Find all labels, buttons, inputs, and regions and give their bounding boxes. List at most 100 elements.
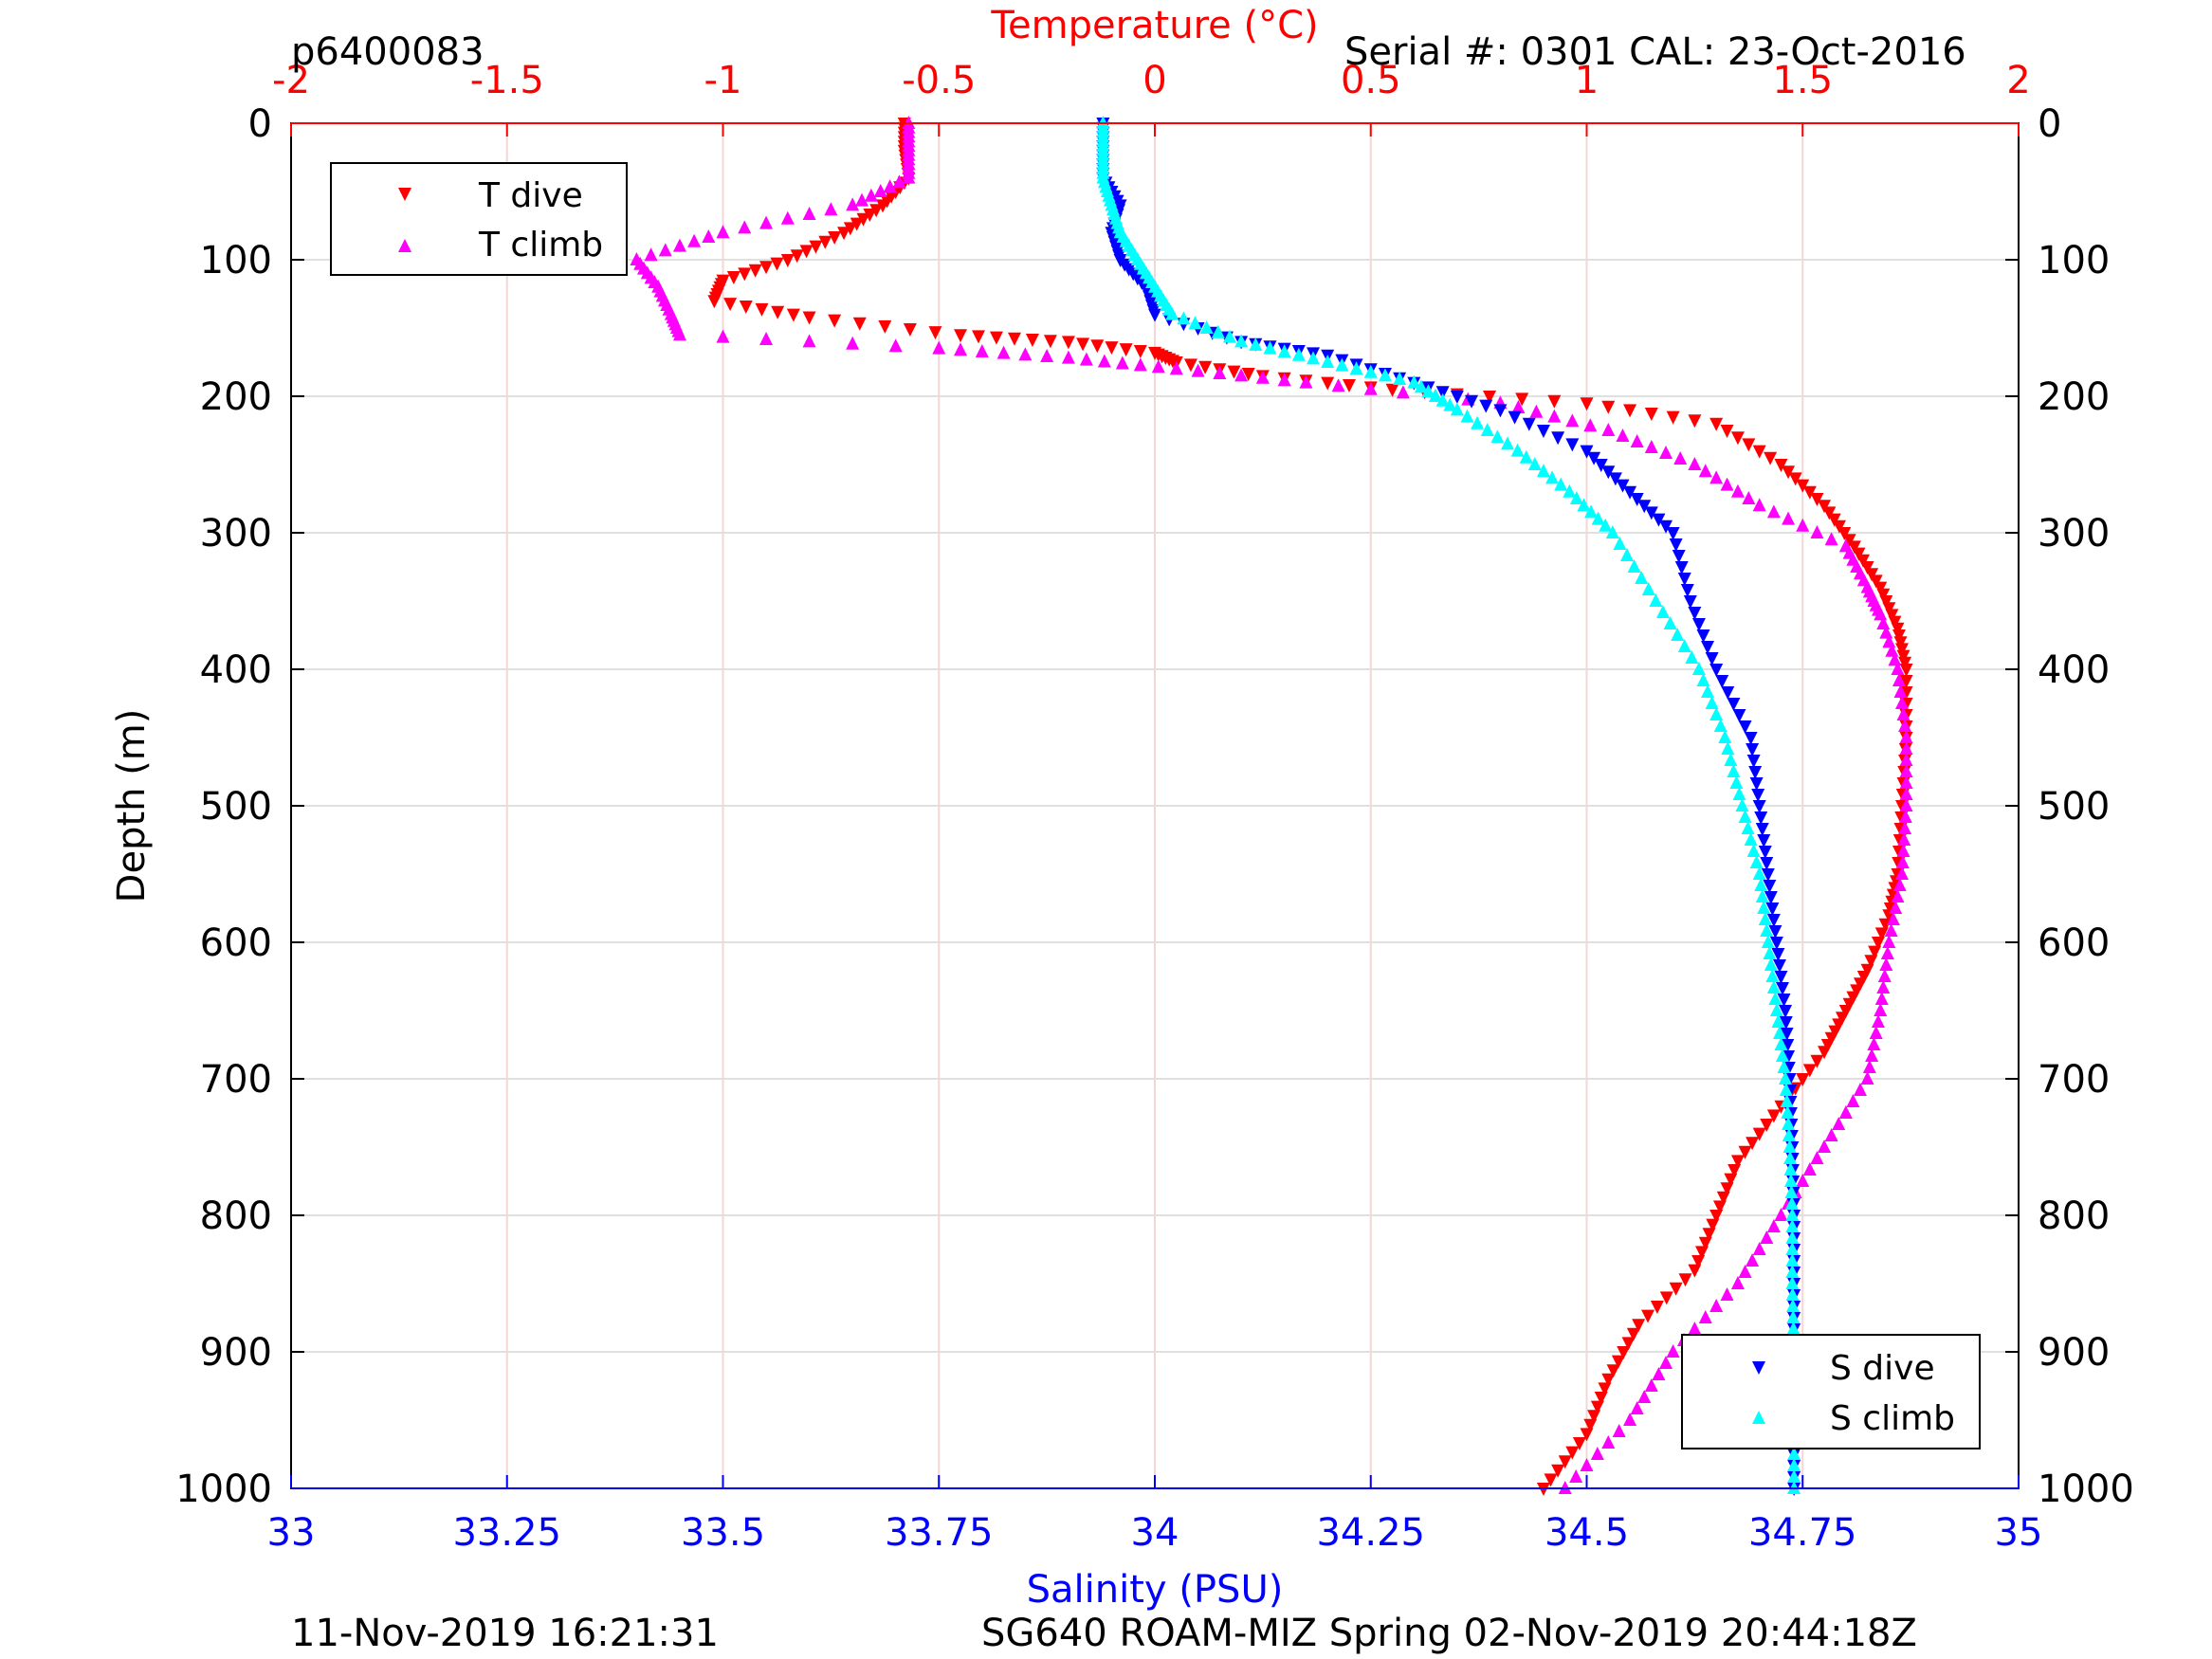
- data-point: [1227, 365, 1241, 379]
- data-point: [1896, 844, 1910, 857]
- data-point: [1742, 491, 1756, 504]
- data-point: [1709, 417, 1724, 431]
- data-point: [799, 245, 814, 259]
- salinity-tick-label: 34: [1131, 1511, 1179, 1555]
- data-point: [1846, 1094, 1860, 1107]
- data-point: [1594, 1392, 1608, 1405]
- data-point: [856, 212, 870, 227]
- data-point: [1886, 912, 1900, 925]
- data-point: [1838, 1005, 1853, 1018]
- data-point: [1889, 901, 1903, 914]
- data-point: [1584, 504, 1599, 519]
- data-point: [1307, 351, 1321, 365]
- data-point: [1899, 753, 1913, 766]
- data-point: [1874, 581, 1888, 595]
- data-point: [1775, 982, 1789, 995]
- data-point: [855, 192, 869, 207]
- data-point: [1860, 1071, 1874, 1085]
- data-point: [1749, 777, 1764, 791]
- data-point: [1755, 889, 1769, 902]
- data-point: [1435, 386, 1450, 400]
- data-point: [972, 330, 986, 344]
- data-point: [1879, 595, 1893, 609]
- data-point: [1569, 491, 1583, 504]
- depth-tick-label-left: 600: [200, 921, 272, 965]
- data-point: [1785, 1276, 1800, 1289]
- data-point: [1880, 946, 1894, 959]
- data-point: [1752, 498, 1766, 512]
- data-point: [1899, 675, 1913, 688]
- data-point: [1891, 622, 1905, 636]
- data-point: [770, 257, 784, 271]
- data-point: [1818, 500, 1832, 514]
- data-point: [1450, 391, 1464, 404]
- data-point: [1832, 520, 1846, 534]
- data-point: [1617, 1346, 1631, 1359]
- data-point: [1637, 1390, 1652, 1403]
- data-point: [1752, 1127, 1766, 1141]
- data-point: [1698, 464, 1712, 478]
- data-point: [1632, 1319, 1646, 1333]
- data-point: [1659, 520, 1673, 534]
- data-point: [869, 204, 884, 218]
- data-point: [1788, 472, 1802, 486]
- data-point: [1895, 855, 1910, 868]
- data-point: [1824, 532, 1838, 546]
- data-point: [1758, 912, 1772, 925]
- temperature-tick-label: 0.5: [1341, 59, 1401, 102]
- data-point: [780, 210, 795, 225]
- data-point: [1627, 559, 1641, 573]
- data-point: [1895, 696, 1910, 709]
- data-point: [759, 215, 774, 229]
- data-point: [1335, 357, 1349, 372]
- depth-tick-label-left: 0: [248, 102, 272, 146]
- data-point: [1781, 1039, 1795, 1052]
- data-point: [1709, 707, 1724, 720]
- data-point: [1701, 684, 1715, 698]
- data-point: [1688, 1322, 1702, 1335]
- data-point: [1188, 316, 1202, 330]
- data-point: [1277, 344, 1291, 358]
- data-point: [1893, 636, 1908, 650]
- data-point: [1766, 1219, 1781, 1232]
- data-point: [1869, 574, 1883, 589]
- data-point: [1782, 1128, 1796, 1141]
- data-point: [1837, 527, 1852, 540]
- data-point: [1421, 384, 1435, 398]
- data-point: [1590, 1400, 1604, 1414]
- data-point: [1874, 992, 1889, 1005]
- data-point: [1519, 449, 1533, 464]
- data-point: [1683, 595, 1697, 609]
- data-point: [1222, 329, 1236, 343]
- data-point: [1774, 459, 1788, 472]
- data-point: [1663, 616, 1677, 629]
- data-point: [1709, 470, 1724, 484]
- data-point: [883, 179, 897, 193]
- depth-tick-label-left: 500: [200, 785, 272, 829]
- legend-t-dive-label: T dive: [478, 176, 583, 215]
- data-point: [780, 254, 795, 267]
- data-point: [1591, 511, 1605, 525]
- data-point: [818, 235, 832, 249]
- data-point: [1688, 414, 1702, 428]
- data-point: [843, 222, 857, 236]
- data-point: [1784, 1185, 1799, 1198]
- data-point: [1796, 479, 1810, 493]
- data-point: [1867, 1037, 1881, 1050]
- data-point: [1746, 844, 1761, 857]
- data-point: [1079, 352, 1093, 366]
- data-point: [1500, 436, 1514, 450]
- data-point: [1746, 1253, 1760, 1267]
- temperature-tick-label: -2: [272, 59, 310, 102]
- data-point: [1746, 1137, 1760, 1151]
- data-point: [1465, 394, 1479, 409]
- data-point: [1899, 730, 1913, 743]
- data-point: [702, 229, 716, 243]
- data-point: [1846, 991, 1860, 1005]
- data-point: [1796, 1073, 1810, 1086]
- depth-tick-label-left: 200: [200, 375, 272, 419]
- data-point: [1774, 1208, 1788, 1221]
- data-point: [1865, 568, 1879, 582]
- data-point: [1666, 527, 1680, 540]
- data-point: [846, 197, 860, 211]
